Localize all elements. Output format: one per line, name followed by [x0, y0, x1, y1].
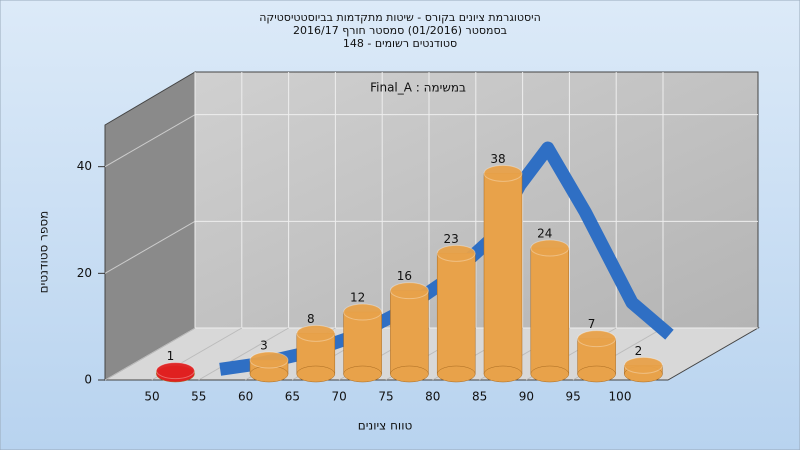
bar [436, 253, 476, 375]
x-tick-label: 65 [285, 390, 300, 404]
grid-line [198, 327, 289, 381]
grid-line [104, 220, 196, 274]
bar-base [483, 365, 523, 383]
value-label: 16 [397, 269, 412, 283]
bar-top [389, 282, 429, 300]
value-label: 7 [588, 317, 596, 331]
bar [483, 173, 523, 375]
bar-top [343, 303, 383, 321]
bar-base [577, 365, 616, 383]
x-tick-label: 75 [378, 390, 393, 404]
bar-top [483, 164, 523, 182]
bar [343, 311, 382, 375]
value-label: 8 [307, 312, 315, 326]
bar [390, 290, 429, 375]
bar-base [390, 365, 429, 383]
bar-top [436, 244, 476, 262]
x-tick-label: 95 [566, 390, 581, 404]
value-label: 23 [444, 232, 459, 246]
bar-top [249, 351, 289, 369]
value-label: 12 [350, 291, 365, 305]
bar-base [436, 365, 476, 383]
back-wall [194, 71, 759, 329]
bar-top [530, 239, 570, 257]
x-tick-label: 50 [144, 390, 159, 404]
title-line: סטודנטים רשומים - 148 [343, 37, 457, 50]
grid-line [104, 327, 196, 381]
title-line: בסמסטר (01/2016) סמסטר חורף 2016/17 [293, 24, 507, 37]
x-tick-label: 60 [238, 390, 253, 404]
x-tick-label: 85 [472, 390, 487, 404]
y-tick-label: 0 [84, 373, 92, 387]
value-label: 1 [167, 349, 175, 363]
value-label: 3 [260, 339, 268, 353]
bar [530, 247, 570, 375]
bar-top [296, 324, 336, 342]
bar-base [343, 365, 382, 383]
grid-line [104, 114, 196, 168]
y-axis-label: מספר סטודנטים [37, 211, 51, 294]
value-label: 2 [635, 344, 643, 358]
y-tick-label: 40 [77, 159, 92, 173]
x-tick-label: 70 [332, 390, 347, 404]
bar-base [296, 365, 336, 383]
title-line: היסטוגרמת ציונים בקורס - שיטות מתקדמות ב… [259, 11, 541, 24]
bar-top [155, 362, 195, 380]
value-label: 38 [490, 152, 505, 166]
x-tick-label: 80 [425, 390, 440, 404]
y-tick-label: 20 [77, 266, 92, 280]
bar-top [623, 356, 663, 374]
x-tick-label: 55 [191, 390, 206, 404]
x-tick-label: 90 [519, 390, 534, 404]
value-label: 24 [537, 227, 552, 241]
legend-label: Final_A : במשימה [370, 81, 466, 95]
bar-base [530, 365, 570, 383]
bar-top [577, 330, 617, 348]
left-wall [104, 71, 196, 381]
x-axis-label: טווח ציונים [358, 419, 413, 433]
x-tick-label: 100 [609, 390, 632, 404]
